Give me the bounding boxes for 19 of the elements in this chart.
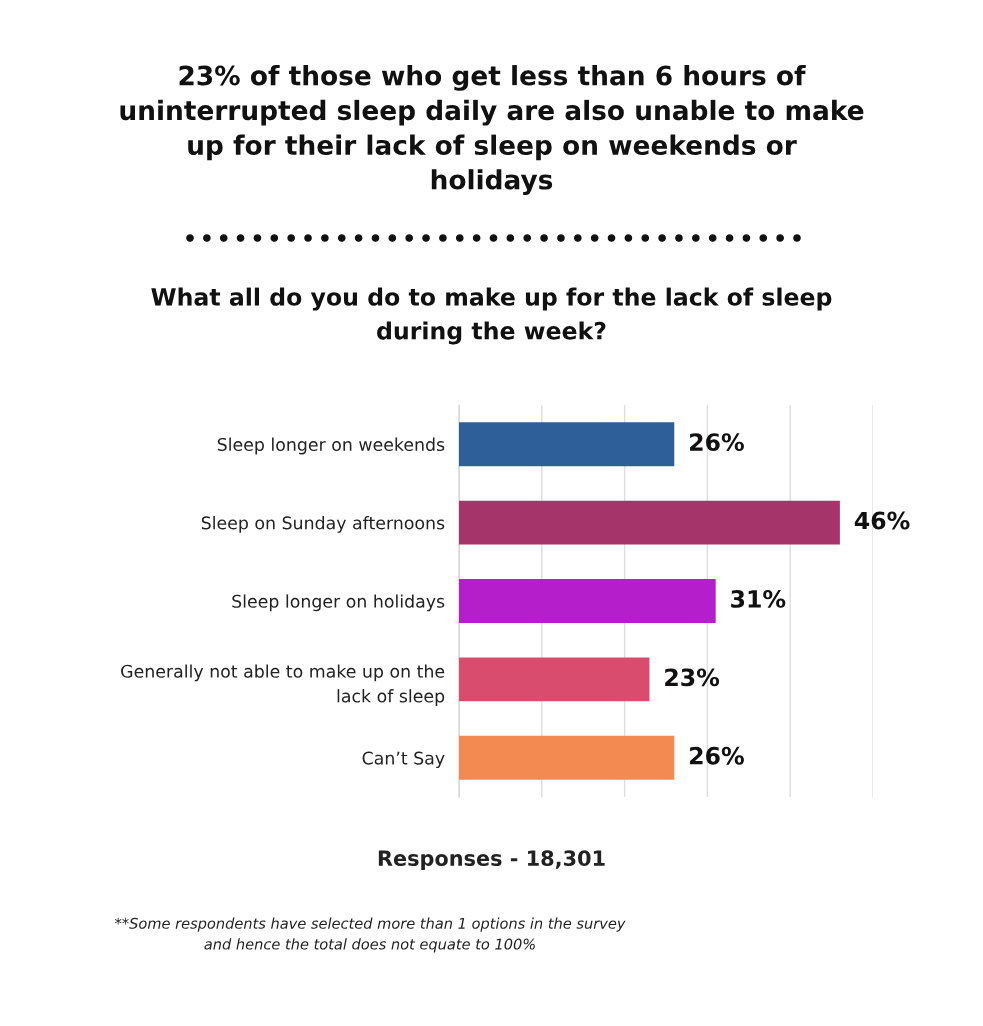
y-tick-label: Sleep on Sunday afternoons <box>201 516 445 533</box>
y-tick-label: Can’t Say <box>362 751 445 769</box>
bar <box>459 500 840 545</box>
y-tick-label: Sleep longer on weekends <box>217 437 445 455</box>
data-label: 46% <box>854 511 910 530</box>
bar <box>459 579 716 623</box>
bar <box>459 657 650 702</box>
chart-subtitle: What all do you do to make up for the lack of sleep during the week? <box>151 287 832 345</box>
data-label: 26% <box>690 746 744 765</box>
bar <box>459 422 675 467</box>
data-label: 26% <box>690 433 744 452</box>
data-label: 31% <box>731 589 786 608</box>
bar <box>459 735 675 780</box>
text: Responses - 18,301 <box>378 850 605 871</box>
chart-title: 23% of those who get less than 6 hours of uninterrupted sleep daily are also unable to make up for their lack of sleep on weekends or holidays <box>120 65 864 195</box>
y-tick-label: Sleep longer on holidays <box>232 594 445 612</box>
data-label: 23% <box>665 668 720 687</box>
text: **Some respondents have selected more than 1 options in the survey and hence the total does not equate to 100% <box>114 917 626 953</box>
y-tick-label: Generally not able to make up on the lack of sleep <box>121 664 445 706</box>
